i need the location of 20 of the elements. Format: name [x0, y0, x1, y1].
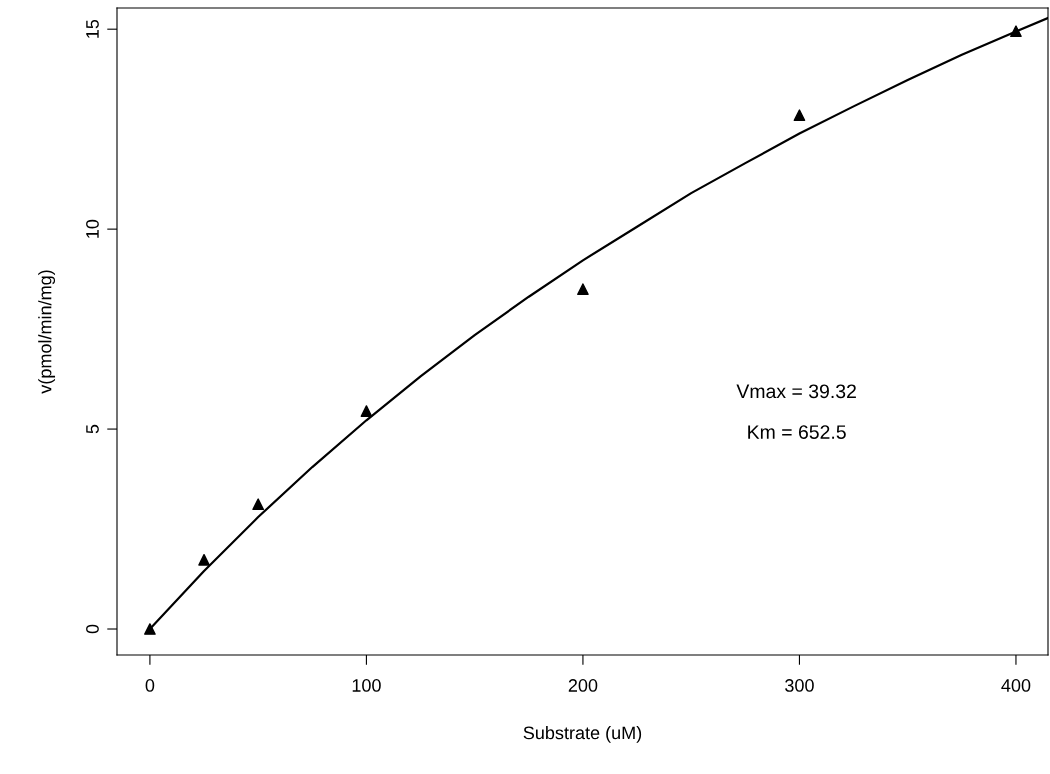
- point: [577, 283, 589, 295]
- x-tick-label: 0: [145, 679, 155, 692]
- y-tick-label: 15: [86, 19, 99, 38]
- point: [252, 498, 265, 511]
- x-tick-label: 400: [1001, 679, 1031, 692]
- point: [360, 405, 373, 417]
- y-tick-label: 0: [86, 624, 99, 634]
- annotation: Km = 652.5: [748, 425, 846, 439]
- y-axis-title: v(pmol/min/mg): [38, 270, 56, 394]
- x-tick-label: 200: [568, 679, 598, 692]
- x-tick-label: 100: [352, 679, 381, 692]
- point: [793, 109, 806, 122]
- x-axis-title: Substrate (uM): [523, 726, 642, 743]
- y-tick-label: 5: [86, 424, 99, 434]
- x-tick-label: 300: [785, 679, 814, 692]
- point: [1010, 25, 1022, 38]
- annotation: Vmax = 39.32: [736, 384, 856, 399]
- point: [144, 623, 156, 635]
- point: [198, 553, 210, 566]
- y-tick-label: 10: [86, 219, 99, 238]
